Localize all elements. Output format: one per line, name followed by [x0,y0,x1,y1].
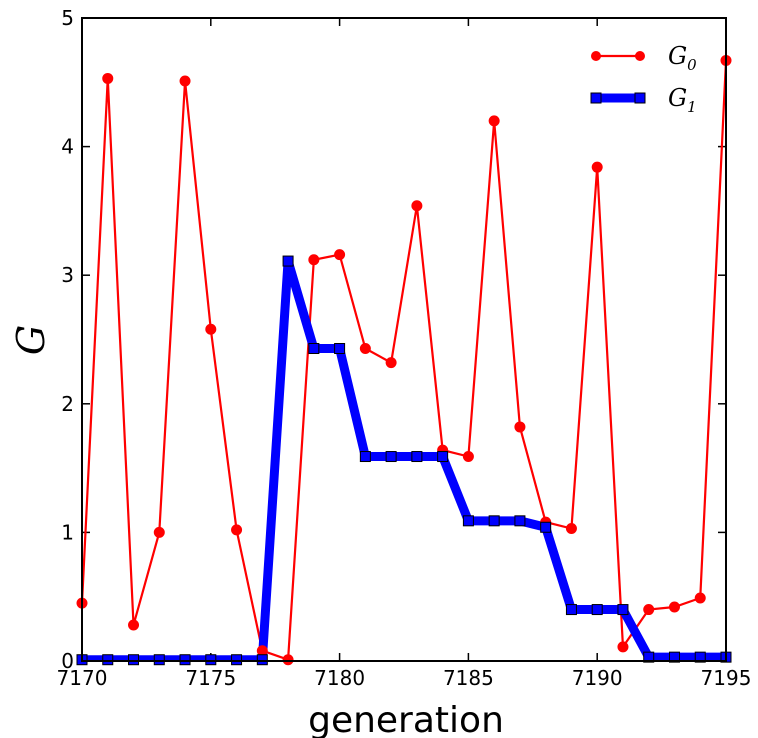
data-point-G0 [231,524,243,536]
legend-marker [635,51,645,61]
plot-frame [81,17,727,662]
data-point-G1 [205,654,217,666]
data-point-G1 [437,451,449,463]
data-point-G0 [102,72,114,84]
data-point-G0 [205,323,217,335]
data-point-G1 [488,515,500,527]
series-line-G0 [82,60,726,661]
data-point-G0 [256,645,268,657]
x-tick-label: 7170 [57,666,108,690]
y-tick-label: 4 [61,135,74,159]
data-point-G1 [282,255,294,267]
x-tick-label: 7195 [701,666,752,690]
data-point-G0 [643,604,655,616]
data-point-G1 [617,604,629,616]
data-point-G1 [565,604,577,616]
data-point-G1 [102,654,114,666]
y-tick-label: 5 [61,6,74,30]
series-line-G1 [82,259,726,661]
data-point-G0 [282,654,294,666]
data-point-G1 [179,654,191,666]
data-point-G1 [231,654,243,666]
y-tick-label: 2 [61,392,74,416]
legend-label: G1 [668,84,697,116]
data-point-G1 [514,515,526,527]
legend-marker [634,92,646,104]
legend-label: G0 [668,42,697,74]
data-point-G1 [411,451,423,463]
data-point-G0 [179,75,191,87]
legend-marker [590,92,602,104]
data-point-G0 [128,619,140,631]
x-tick-label: 7180 [314,666,365,690]
data-point-G1 [308,343,320,355]
tick-labels: 7170 7175 7180 7185 7190 7195 0 1 2 3 4 5 [57,6,752,690]
data-point-G1 [128,654,140,666]
data-point-G1 [359,451,371,463]
y-tick-label: 0 [61,649,74,673]
x-tick-label: 7190 [572,666,623,690]
legend-marker [591,51,601,61]
data-point-G1 [540,521,552,533]
data-point-G0 [617,641,629,653]
x-axis-label: generation [308,700,504,738]
data-point-G0 [153,526,165,538]
series-layer [82,60,726,661]
x-tick-label: 7185 [443,666,494,690]
data-point-G0 [488,115,500,127]
data-point-G0 [411,200,423,212]
data-point-G0 [462,451,474,463]
markers-layer [76,54,732,666]
y-tick-label: 3 [61,263,74,287]
data-point-G1 [385,451,397,463]
data-point-G0 [514,421,526,433]
data-point-G0 [334,249,346,261]
data-point-G1 [256,654,268,666]
data-point-G0 [385,357,397,369]
data-point-G1 [334,343,346,355]
axis-ticks [81,17,727,662]
data-point-G1 [591,604,603,616]
data-point-G1 [643,651,655,663]
data-point-G0 [565,523,577,535]
data-point-G0 [591,161,603,173]
data-point-G1 [462,515,474,527]
data-point-G0 [359,343,371,355]
data-point-G1 [153,654,165,666]
data-point-G0 [308,254,320,266]
y-tick-label: 1 [61,520,74,544]
y-axis-label: G [9,325,53,355]
data-point-G0 [668,601,680,613]
data-point-G1 [668,651,680,663]
data-point-G0 [694,592,706,604]
x-tick-label: 7175 [185,666,236,690]
data-point-G1 [694,651,706,663]
